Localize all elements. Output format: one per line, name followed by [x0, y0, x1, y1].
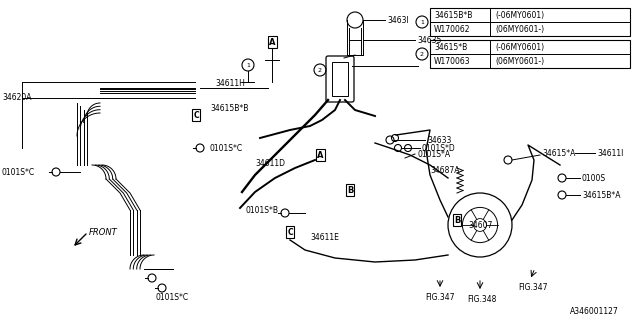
Text: 0100S: 0100S [582, 173, 606, 182]
Text: W170063: W170063 [434, 57, 470, 66]
Text: 0101S*B: 0101S*B [245, 205, 278, 214]
Text: B: B [347, 186, 353, 195]
Text: 34687A: 34687A [430, 165, 460, 174]
Text: (06MY0601-): (06MY0601-) [495, 25, 544, 34]
Text: (-06MY0601): (-06MY0601) [495, 11, 544, 20]
Text: 0101S*D: 0101S*D [422, 143, 456, 153]
Text: FIG.347: FIG.347 [425, 293, 454, 302]
Text: 34615B*A: 34615B*A [582, 190, 621, 199]
Text: B: B [454, 215, 460, 225]
Text: 0101S*A: 0101S*A [417, 149, 450, 158]
Text: 2: 2 [318, 68, 322, 73]
Text: (06MY0601-): (06MY0601-) [495, 57, 544, 66]
Text: 34615B*B: 34615B*B [210, 103, 248, 113]
Text: 0101S*C: 0101S*C [2, 167, 35, 177]
Text: 34611H: 34611H [215, 78, 245, 87]
Text: 3463I: 3463I [387, 15, 409, 25]
Text: 34611D: 34611D [255, 158, 285, 167]
Text: FIG.348: FIG.348 [467, 295, 497, 305]
Text: 0101S*C: 0101S*C [210, 143, 243, 153]
Text: FRONT: FRONT [89, 228, 118, 236]
FancyBboxPatch shape [326, 56, 354, 102]
Text: 34615*B: 34615*B [434, 43, 467, 52]
Text: C: C [287, 228, 293, 236]
Bar [430, 8, 630, 36]
Text: 34633: 34633 [427, 135, 451, 145]
Text: 1: 1 [420, 20, 424, 25]
Text: 34611I: 34611I [597, 148, 623, 157]
Text: W170062: W170062 [434, 25, 470, 34]
Text: A346001127: A346001127 [570, 308, 619, 316]
Text: 34607: 34607 [468, 220, 492, 229]
Text: 34635: 34635 [417, 36, 442, 44]
Text: 34611E: 34611E [310, 233, 339, 242]
Text: 34620A: 34620A [2, 92, 31, 101]
Text: (-06MY0601): (-06MY0601) [495, 43, 544, 52]
Text: FIG.347: FIG.347 [518, 284, 547, 292]
Text: 2: 2 [420, 52, 424, 57]
Text: A: A [317, 150, 323, 159]
Bar [430, 40, 630, 68]
Text: A: A [269, 37, 275, 46]
Text: 0101S*C: 0101S*C [155, 292, 188, 301]
Bar [332, 62, 348, 96]
Text: C: C [193, 110, 199, 119]
Text: 34615*A: 34615*A [542, 148, 575, 157]
Text: 1: 1 [246, 62, 250, 68]
Text: 34615B*B: 34615B*B [434, 11, 472, 20]
